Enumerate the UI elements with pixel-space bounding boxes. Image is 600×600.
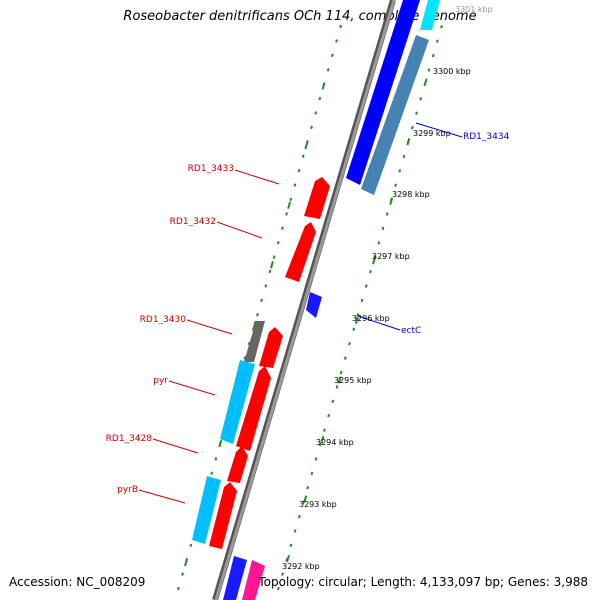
scale-label: 3294 kbp <box>316 438 354 447</box>
scale-label: 3296 kbp <box>352 314 390 323</box>
cyan-top-feature[interactable] <box>420 0 440 30</box>
gene-RD1_3428-arrow[interactable] <box>227 446 248 483</box>
gene-pyr-cyan-bar[interactable] <box>220 360 255 444</box>
gene-RD1_3433-arrow[interactable] <box>304 177 330 219</box>
scale-label: 3292 kbp <box>282 562 320 571</box>
scale-label: 3298 kbp <box>392 190 430 199</box>
scale-label: 3295 kbp <box>334 376 372 385</box>
gene-ectC-arrow[interactable] <box>306 292 322 318</box>
label-leader-line <box>138 489 186 504</box>
topology-text: Topology: circular; Length: 4,133,097 bp… <box>258 575 588 589</box>
gene-label-RD1_3434[interactable]: RD1_3434 <box>463 132 510 142</box>
gene-pyrB-cyan-bar[interactable] <box>192 476 221 544</box>
genome-backbone <box>214 0 396 600</box>
label-leader-line <box>216 221 263 239</box>
label-leader-line <box>357 315 401 331</box>
gene-RD1_3434-cds-bar[interactable] <box>361 35 429 195</box>
gene-label-ectC[interactable]: ectC <box>401 326 421 336</box>
gene-RD1_3434-arrow[interactable] <box>346 0 420 185</box>
scale-label: 3301 kbp <box>455 5 493 14</box>
scale-label: 3297 kbp <box>372 252 410 261</box>
inner-tick-track-major <box>286 59 433 563</box>
gene-pyrB-arrow[interactable] <box>209 482 237 549</box>
label-leader-line <box>415 122 463 138</box>
gene-pyr-arrow[interactable] <box>236 366 271 451</box>
scale-label: 3300 kbp <box>433 67 471 76</box>
accession-text: Accession: NC_008209 <box>9 575 146 589</box>
scale-label: 3299 kbp <box>413 129 451 138</box>
gene-label-RD1_3432[interactable]: RD1_3432 <box>170 217 216 227</box>
label-leader-line <box>168 380 216 396</box>
gene-label-pyrB[interactable]: pyrB <box>117 485 138 495</box>
gene-label-RD1_3430[interactable]: RD1_3430 <box>140 315 187 325</box>
gene-label-pyr[interactable]: pyr <box>153 376 168 386</box>
gene-bottom-blue-arrow[interactable] <box>223 556 247 600</box>
label-leader-line <box>186 319 233 335</box>
gene-RD1_3430-arrow[interactable] <box>259 327 283 368</box>
gene-label-RD1_3433[interactable]: RD1_3433 <box>188 164 234 174</box>
gene-RD1_3432-arrow[interactable] <box>285 222 316 282</box>
scale-label: 3293 kbp <box>299 500 337 509</box>
gene-RD1_3430-gray-bar[interactable] <box>244 321 265 362</box>
label-leader-line <box>152 438 199 454</box>
label-leader-line <box>234 169 280 185</box>
gene-label-RD1_3428[interactable]: RD1_3428 <box>106 434 153 444</box>
gene-bottom-magenta-arrow[interactable] <box>242 560 265 600</box>
